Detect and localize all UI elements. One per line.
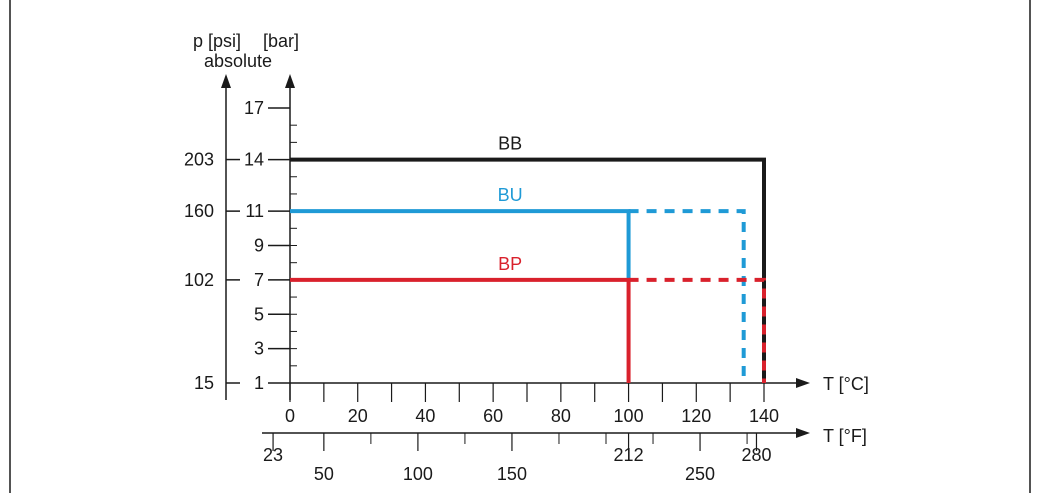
series-bp-label: BP: [498, 254, 522, 274]
celsius-tick-label: 120: [681, 406, 711, 426]
bar-tick-label: 1: [254, 373, 264, 393]
psi-tick-label: 102: [184, 270, 214, 290]
celsius-tick-label: 60: [483, 406, 503, 426]
series-bp-dashed-line: [628, 277, 766, 383]
psi-axis-label: p [psi]: [193, 31, 241, 51]
celsius-tick-label: 40: [415, 406, 435, 426]
bar-axis-arrow: [285, 74, 295, 88]
series-bb-label: BB: [498, 134, 522, 154]
celsius-axis-arrow: [796, 378, 810, 388]
psi-axis-arrow: [221, 74, 231, 88]
series-bb-line: [290, 157, 766, 383]
celsius-tick-label: 0: [285, 406, 295, 426]
celsius-axis-label: T [°C]: [823, 374, 869, 394]
series-bu-line: [290, 209, 631, 280]
fahrenheit-tick-label: 212: [614, 445, 644, 465]
fahrenheit-axis-arrow: [796, 428, 810, 438]
psi-tick-label: 15: [194, 373, 214, 393]
bar-tick-label: 17: [244, 98, 264, 118]
series-bp-line: [290, 277, 631, 383]
series-bu-dashed-line: [628, 209, 746, 383]
bar-tick-label: 11: [245, 201, 264, 221]
fahrenheit-tick-label: 23: [263, 445, 283, 465]
fahrenheit-tick-label: 50: [314, 464, 334, 484]
bar-tick-label: 9: [254, 236, 264, 256]
celsius-tick-label: 100: [614, 406, 644, 426]
bar-axis-label: [bar]: [263, 31, 299, 51]
bar-tick-label: 3: [254, 339, 264, 359]
fahrenheit-tick-label: 150: [497, 464, 527, 484]
celsius-tick-label: 20: [348, 406, 368, 426]
psi-tick-label: 160: [184, 201, 214, 221]
psi-tick-label: 203: [184, 150, 214, 170]
absolute-label: absolute: [204, 51, 272, 71]
bar-tick-label: 5: [254, 304, 264, 324]
ticks-layer: 1 3 5 7 9 11 14 17 15 102 160 203 0 20 40 60 80 100 120 140…: [184, 98, 779, 484]
series-layer: BB BU BP: [290, 134, 766, 383]
bar-tick-label: 7: [254, 270, 264, 290]
fahrenheit-tick-label: 250: [685, 464, 715, 484]
fahrenheit-tick-label: 100: [403, 464, 433, 484]
fahrenheit-axis-label: T [°F]: [823, 426, 867, 446]
celsius-tick-label: 80: [551, 406, 571, 426]
celsius-tick-label: 140: [749, 406, 779, 426]
fahrenheit-tick-label: 280: [741, 445, 771, 465]
series-bu-label: BU: [498, 185, 523, 205]
bar-tick-label: 14: [244, 150, 264, 170]
